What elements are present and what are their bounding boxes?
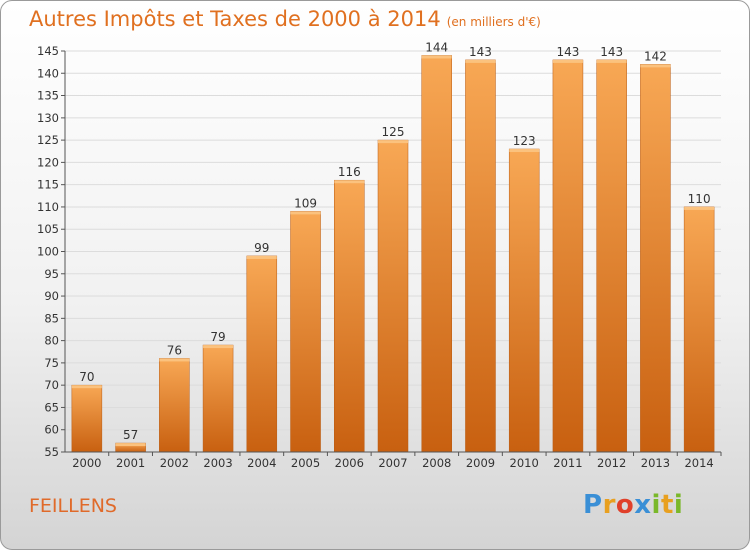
x-tick-label: 2004 [247, 456, 276, 470]
bar-top-highlight [71, 385, 102, 389]
bar-2010 [508, 148, 540, 453]
y-tick-label: 80 [44, 334, 59, 348]
x-tick-label: 2001 [116, 456, 145, 470]
x-tick-label: 2010 [510, 456, 539, 470]
bar-2000 [71, 384, 103, 453]
bar-top-highlight [421, 55, 452, 59]
x-tick-label: 2011 [553, 456, 582, 470]
data-label-2014: 110 [688, 192, 711, 206]
y-tick-label: 55 [44, 445, 59, 459]
bar-top-highlight [290, 211, 321, 215]
y-tick-label: 90 [44, 289, 59, 303]
bar-top-highlight [552, 59, 583, 63]
y-tick-label: 105 [37, 222, 59, 236]
data-label-2012: 143 [600, 45, 623, 59]
data-label-2008: 144 [425, 40, 448, 54]
y-tick-label: 130 [37, 111, 59, 125]
x-tick-label: 2008 [422, 456, 451, 470]
x-tick-label: 2009 [466, 456, 495, 470]
x-tick-label: 2012 [597, 456, 626, 470]
x-tick-label: 2000 [72, 456, 101, 470]
bar-top-highlight [378, 140, 408, 144]
y-tick-label: 60 [44, 423, 59, 437]
bar-2014 [683, 206, 715, 453]
y-tick-label: 135 [37, 89, 59, 103]
y-tick-label: 100 [37, 245, 59, 259]
y-tick-label: 70 [44, 378, 59, 392]
x-tick-label: 2013 [641, 456, 670, 470]
bar-2003 [202, 344, 234, 453]
logo-letter: i [651, 490, 661, 520]
x-tick-label: 2002 [160, 456, 189, 470]
proxiti-logo: Proxiti [583, 490, 683, 520]
bar-top-highlight [203, 345, 234, 349]
bar-2011 [552, 59, 584, 453]
x-tick-label: 2014 [684, 456, 713, 470]
y-tick-label: 85 [44, 311, 59, 325]
data-label-2005: 109 [294, 196, 317, 210]
logo-letter: o [615, 490, 635, 520]
data-label-2010: 123 [513, 134, 536, 148]
y-tick-label: 110 [37, 200, 59, 214]
chart-title: Autres Impôts et Taxes de 2000 à 2014 [29, 7, 441, 31]
logo-letter: P [583, 490, 603, 520]
data-label-2013: 142 [644, 49, 667, 63]
bar-top-highlight [596, 59, 627, 63]
bar-top-highlight [115, 443, 146, 447]
y-tick-label: 95 [44, 267, 59, 281]
data-label-2007: 125 [382, 125, 405, 139]
logo-letter: x [634, 490, 652, 520]
bar-top-highlight [509, 149, 540, 153]
y-tick-label: 75 [44, 356, 59, 370]
bar-top-highlight [640, 64, 671, 68]
x-tick-label: 2007 [378, 456, 407, 470]
data-label-2001: 57 [123, 428, 138, 442]
bar-2012 [596, 59, 627, 453]
data-label-2003: 79 [210, 330, 225, 344]
y-tick-label: 125 [37, 133, 59, 147]
x-axis: 2000 2001 2002 2003 2004 2005 2006 2007 2008 2009… [65, 451, 722, 470]
y-tick-label: 140 [37, 66, 59, 80]
bar-top-highlight [159, 358, 190, 362]
bar-2008 [421, 55, 452, 453]
logo-letter: r [602, 490, 616, 520]
data-label-2002: 76 [167, 343, 182, 357]
bar-2009 [465, 59, 496, 453]
data-label-2000: 70 [79, 370, 94, 384]
y-tick-label: 120 [37, 155, 59, 169]
y-tick-label: 115 [37, 178, 59, 192]
bar-top-highlight [465, 59, 496, 63]
bars: 70 57 76 79 99 109 116 125 144 143 123 143 143 142 110 [71, 40, 715, 453]
bar-2005 [290, 211, 321, 453]
bar-2006 [334, 179, 365, 453]
bar-2004 [246, 255, 278, 453]
chart-unit-note: (en milliers d'€) [446, 15, 541, 29]
y-tick-label: 145 [37, 44, 59, 58]
y-tick-label: 65 [44, 400, 59, 414]
bar-top-highlight [684, 206, 715, 210]
logo-letter: i [673, 490, 684, 520]
x-tick-label: 2003 [203, 456, 232, 470]
x-tick-label: 2005 [291, 456, 320, 470]
x-tick-label: 2006 [335, 456, 364, 470]
bar-2002 [159, 358, 190, 453]
bar-2013 [640, 64, 671, 453]
data-label-2011: 143 [556, 45, 579, 59]
data-label-2009: 143 [469, 45, 492, 59]
commune-name: FEILLENS [29, 495, 117, 517]
data-label-2004: 99 [254, 241, 269, 255]
bar-top-highlight [246, 255, 277, 259]
data-label-2006: 116 [338, 165, 361, 179]
bar-top-highlight [334, 180, 365, 184]
bar-2007 [377, 139, 409, 453]
logo-letter: t [660, 490, 674, 520]
y-axis: 55 60 65 70 75 80 85 90 95 100 105 110 115 120 125 130 1… [37, 44, 66, 459]
chart-title-block: Autres Impôts et Taxes de 2000 à 2014 (en… [29, 7, 541, 31]
